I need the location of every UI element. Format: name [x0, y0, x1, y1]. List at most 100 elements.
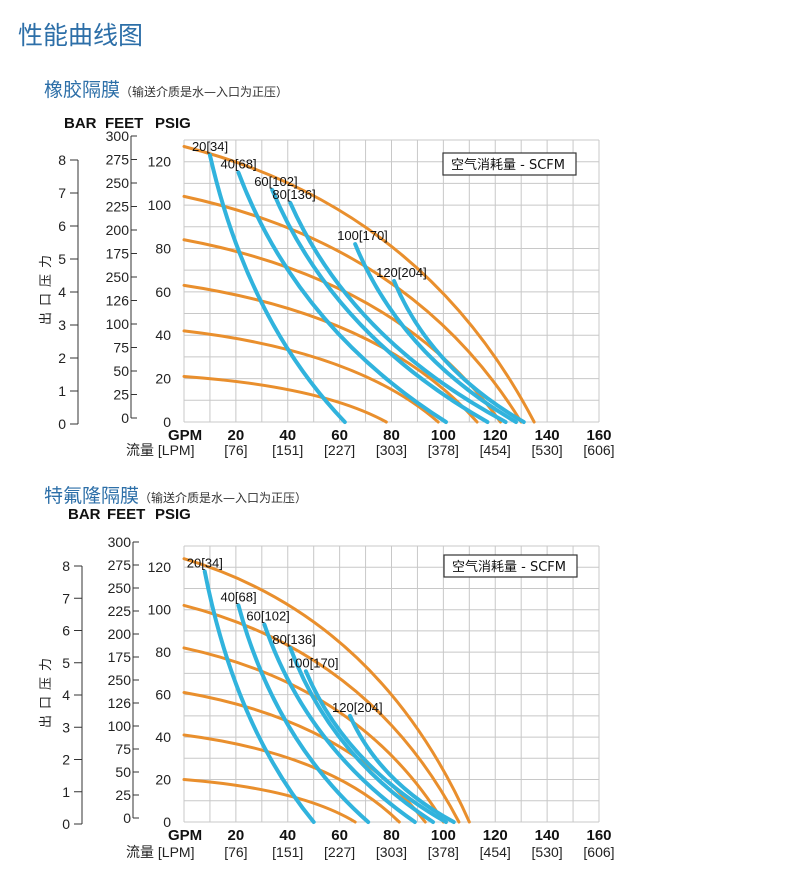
c1-air-curve-label: 100[170] [337, 228, 388, 243]
c1-feet-tick: 250 [106, 269, 130, 285]
c2-bar-tick: 0 [62, 816, 70, 832]
c1-lpm-tick: [606] [583, 442, 614, 458]
c1-feet-tick: 50 [113, 363, 129, 379]
c1-lpm-label: 流量 [LPM] [126, 442, 194, 458]
c2-lpm-label: 流量 [LPM] [126, 844, 194, 860]
c1-bar-tick: 6 [58, 218, 66, 234]
c1-psig-tick: 80 [155, 240, 171, 256]
c2-gpm-tick: 60 [331, 827, 348, 844]
c2-lpm-tick: [303] [376, 844, 407, 860]
c2-feet-header: FEET [107, 506, 145, 523]
chart-1-subtitle: （输送介质是水—入口为正压） [120, 85, 289, 99]
c1-gpm-tick: 40 [279, 427, 296, 444]
c2-air-curve-label: 60[102] [246, 609, 289, 624]
c1-air-curve-label: 120[204] [376, 265, 427, 280]
c1-feet-tick: 126 [106, 293, 130, 309]
c2-feet-tick: 200 [108, 626, 132, 642]
c1-lpm-tick: [303] [376, 442, 407, 458]
c2-gpm-tick: 140 [535, 827, 560, 844]
c1-feet-tick: 225 [106, 199, 130, 215]
c2-bar-tick: 4 [62, 687, 70, 703]
c1-psig-tick: 0 [163, 414, 171, 430]
c1-lpm-tick: [76] [224, 442, 247, 458]
c1-bar-tick: 7 [58, 185, 66, 201]
c1-pressure-curve-4 [182, 283, 479, 424]
c2-pressure-curve-2 [182, 603, 461, 824]
c1-bar-tick: 1 [58, 383, 66, 399]
c2-feet-tick: 175 [108, 649, 132, 665]
c1-gpm-tick: 80 [383, 427, 400, 444]
c1-bar-tick: 5 [58, 251, 66, 267]
c2-air-curve-1 [202, 569, 316, 824]
c2-psig-tick: 40 [155, 729, 171, 745]
c2-air-curve-label: 120[204] [332, 700, 383, 715]
c2-bar-tick: 2 [62, 752, 70, 768]
c2-gpm-tick: 20 [228, 827, 245, 844]
c1-bar-tick: 2 [58, 350, 66, 366]
c2-lpm-tick: [606] [583, 844, 614, 860]
c1-air-curve-label: 60[102] [254, 174, 297, 189]
c1-feet-tick: 100 [106, 316, 130, 332]
c2-lpm-tick: [530] [532, 844, 563, 860]
c1-feet-tick: 25 [113, 387, 129, 403]
c2-legend-box [443, 554, 578, 578]
c1-feet-header: FEET [105, 115, 143, 132]
c2-air-curve-label: 100[170] [288, 655, 339, 670]
chart-2-heading: 特氟隆隔膜（输送介质是水—入口为正压） [44, 481, 307, 508]
c2-feet-tick: 225 [108, 603, 132, 619]
c2-psig-tick: 60 [155, 687, 171, 703]
chart-2-title: 特氟隆隔膜 [44, 485, 140, 507]
c1-psig-tick: 20 [155, 371, 171, 387]
c2-gpm-label: GPM [168, 827, 202, 844]
c2-air-curve-4 [288, 645, 435, 824]
c2-psig-tick: 20 [155, 772, 171, 788]
c1-feet-tick: 275 [106, 152, 130, 168]
c1-bar-tick: 3 [58, 317, 66, 333]
c1-psig-tick: 100 [148, 197, 172, 213]
c1-gpm-tick: 20 [228, 427, 245, 444]
c1-lpm-tick: [227] [324, 442, 355, 458]
c1-bar-header: BAR [64, 115, 97, 132]
c2-lpm-tick: [76] [224, 844, 247, 860]
c1-feet-tick: 300 [106, 128, 130, 144]
c2-psig-tick: 80 [155, 644, 171, 660]
c2-feet-tick: 275 [108, 557, 132, 573]
c1-air-curve-1 [207, 153, 347, 424]
c2-pressure-curve-5 [182, 733, 401, 824]
page-title: 性能曲线图 [18, 21, 144, 50]
c1-feet-tick: 250 [106, 175, 130, 191]
c2-psig-tick: 100 [148, 602, 172, 618]
c1-bar-tick: 8 [58, 152, 66, 168]
c2-gpm-tick: 160 [586, 827, 611, 844]
c1-air-curve-6 [392, 279, 526, 424]
c1-gpm-tick: 100 [431, 427, 456, 444]
c1-feet-tick: 200 [106, 222, 130, 238]
c1-lpm-tick: [378] [428, 442, 459, 458]
c2-y-axis-label: 出口压力 [39, 652, 54, 728]
c1-lpm-tick: [454] [480, 442, 511, 458]
c1-air-curve-label: 40[68] [220, 157, 256, 172]
c2-psig-tick: 0 [163, 814, 171, 830]
c2-feet-tick: 75 [115, 741, 131, 757]
c2-pressure-curve-6 [182, 778, 357, 824]
c2-gpm-tick: 120 [483, 827, 508, 844]
c2-feet-tick: 100 [108, 718, 132, 734]
c2-pressure-curve-1 [182, 557, 471, 824]
chart-2-subtitle: （输送介质是水—入口为正压） [139, 491, 308, 505]
c2-air-curve-6 [348, 713, 456, 824]
c2-bar-tick: 1 [62, 784, 70, 800]
c1-bar-tick: 0 [58, 416, 66, 432]
c2-bar-tick: 8 [62, 558, 70, 574]
c2-feet-tick: 250 [108, 580, 132, 596]
c2-psig-tick: 120 [148, 559, 172, 575]
c2-air-curve-5 [303, 669, 448, 824]
c1-gpm-tick: 140 [535, 427, 560, 444]
c1-legend-text: 空气消耗量 - SCFM [451, 157, 565, 173]
c1-air-curve-label: 20[34] [192, 139, 228, 154]
c2-air-curve-label: 80[136] [272, 632, 315, 647]
c1-lpm-tick: [151] [272, 442, 303, 458]
c1-gpm-tick: 120 [483, 427, 508, 444]
c2-feet-tick: 50 [115, 764, 131, 780]
c1-lpm-tick: [530] [532, 442, 563, 458]
